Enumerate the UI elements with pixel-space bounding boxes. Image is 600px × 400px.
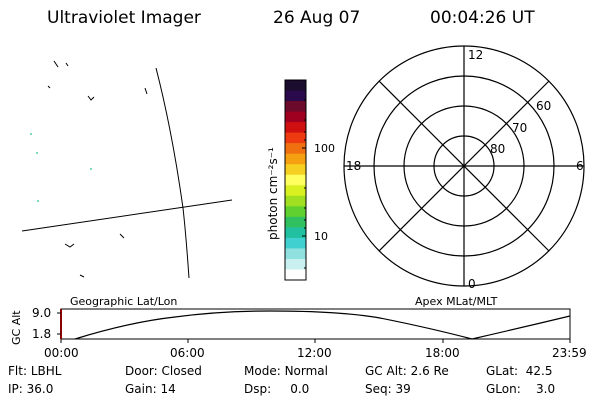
color-bar-segment: [285, 248, 306, 260]
time-tick-0600: 06:00: [170, 346, 205, 360]
map-specks: [30, 133, 92, 202]
date-label: 26 Aug 07: [273, 8, 361, 28]
mlt-label-12: 12: [468, 48, 483, 62]
mlt-label-18: 18: [346, 159, 361, 173]
color-bar-segment: [285, 227, 306, 239]
meridian-line: [155, 67, 190, 279]
color-bar-segment: [285, 111, 306, 123]
color-bar-segment: [285, 132, 306, 144]
color-bar-ticks: [302, 99, 306, 269]
color-bar-segment: [285, 216, 306, 228]
color-bar-segment: [285, 101, 306, 113]
colorbar-tick-100: 100: [314, 142, 335, 155]
status-gain: Gain: 14: [125, 382, 176, 396]
status-door: Door: Closed: [125, 364, 202, 378]
status-ip: IP: 36.0: [8, 382, 54, 396]
lat-label-80: 80: [490, 142, 505, 156]
polar-plot: [343, 45, 585, 287]
altitude-tick-9: 9.0: [32, 306, 52, 320]
colorbar-unit-label: photon cm⁻²s⁻¹: [266, 147, 280, 240]
color-bar-segment: [285, 122, 306, 134]
color-bar-frame: [284, 79, 307, 281]
parallel-line: [21, 199, 233, 232]
status-mode: Mode: Normal: [244, 364, 328, 378]
color-bar-segment: [285, 237, 306, 249]
color-bar-segment: [285, 269, 306, 281]
altitude-tick-1-8: 1.8: [32, 327, 52, 341]
color-bar-segment: [285, 195, 306, 207]
time-tick-0000: 00:00: [44, 346, 79, 360]
altitude-curve: [74, 310, 571, 340]
geographic-map: [21, 60, 233, 279]
color-bar-segment: [285, 185, 306, 197]
color-bar-segment: [285, 90, 306, 102]
color-bar-segment: [285, 153, 306, 165]
color-bar-segment: [285, 258, 306, 270]
mlt-label-6: 6: [576, 159, 584, 173]
apex-label: Apex MLat/MLT: [415, 295, 498, 308]
altitude-ylabel: GC Alt: [10, 310, 23, 345]
color-bar-segment: [285, 206, 306, 218]
instrument-title: Ultraviolet Imager: [47, 8, 201, 28]
time-tick-1800: 18:00: [425, 346, 460, 360]
color-bar-segment: [285, 143, 306, 155]
status-gc-alt: GC Alt: 2.6 Re: [365, 364, 449, 378]
time-tick-2359: 23:59: [552, 346, 587, 360]
lat-label-60: 60: [536, 99, 551, 113]
status-seq: Seq: 39: [365, 382, 411, 396]
color-bar: [285, 80, 306, 281]
status-flt: Flt: LBHL: [8, 364, 62, 378]
altitude-plot: [57, 308, 571, 343]
color-bar-segment: [285, 164, 306, 176]
time-tick-1200: 12:00: [297, 346, 332, 360]
color-bar-segment: [285, 80, 306, 92]
time-label: 00:04:26 UT: [430, 8, 535, 28]
status-glat: GLat: 42.5: [486, 364, 553, 378]
mlt-label-0: 0: [468, 277, 476, 291]
status-glon: GLon: 3.0: [486, 382, 556, 396]
colorbar-tick-10: 10: [314, 230, 328, 243]
polar-diagonal-2: [378, 80, 550, 252]
geographic-label: Geographic Lat/Lon: [70, 295, 178, 308]
color-bar-segment: [285, 174, 306, 186]
status-dsp: Dsp: 0.0: [244, 382, 310, 396]
lat-label-70: 70: [512, 121, 527, 135]
